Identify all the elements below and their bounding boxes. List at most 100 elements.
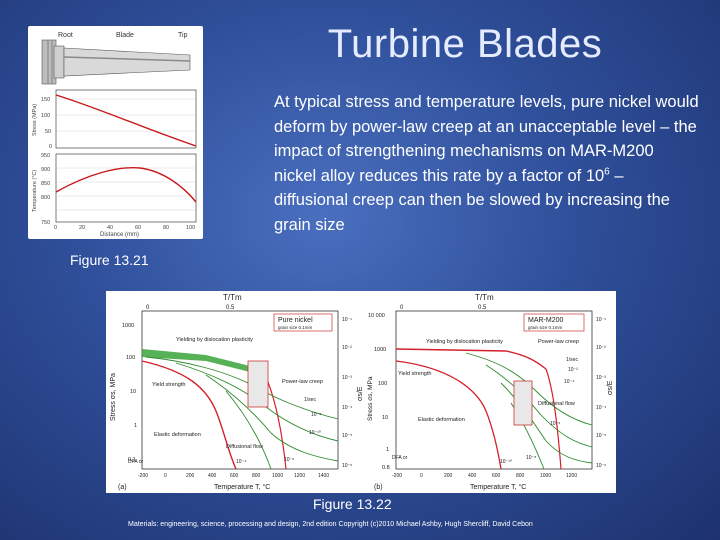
- left-creep-line-3: [205, 374, 339, 462]
- slide-title: Turbine Blades: [327, 22, 603, 66]
- stress-tick-150: 150: [41, 97, 50, 103]
- left-yield-band: [142, 349, 266, 377]
- left-rtick-4: 10⁻⁴: [342, 405, 352, 411]
- left-dfa: DFA or: [128, 459, 144, 465]
- left-ytick-0.1: 0.1: [128, 457, 136, 463]
- left-xtick-6: 800: [252, 473, 261, 479]
- temperature-curve: [55, 167, 197, 203]
- right-ytick-10000: 10 000: [368, 313, 385, 319]
- right-xtick-4: 400: [468, 473, 477, 479]
- left-xtick-7: 1000: [272, 473, 283, 479]
- right-region-yield: Yielding by dislocation plasticity: [426, 339, 503, 345]
- left-rtick-2: 10⁻²: [342, 345, 352, 351]
- right-operating-box: [513, 380, 533, 426]
- left-rtick-5: 10⁻⁵: [342, 433, 352, 439]
- left-ytick-1: 1: [134, 423, 137, 429]
- left-panel-label: (a): [118, 484, 127, 491]
- blade-drawing: [41, 39, 191, 85]
- right-top-tick-0: 0: [400, 305, 404, 311]
- left-legend-title: Pure nickel: [278, 317, 313, 324]
- right-ytick-10: 10: [382, 415, 388, 421]
- left-ytick-1000: 1000: [122, 323, 134, 329]
- stress-tick-100: 100: [41, 113, 50, 119]
- right-boundary-diffusional: [545, 368, 562, 470]
- right-rate-1: 1/sec: [566, 357, 578, 363]
- left-region-diffusional: Diffusional flow: [226, 444, 263, 450]
- left-rate-3: 10⁻¹⁰: [309, 430, 321, 436]
- right-boundary-elastic: [395, 360, 502, 470]
- left-xtick-1: -200: [138, 473, 148, 479]
- right-rate-4: 10⁻⁶: [550, 421, 560, 427]
- right-top-tick-05: 0.5: [478, 305, 487, 311]
- right-rate-3: 10⁻⁴: [564, 379, 574, 385]
- body-text-before: At typical stress and temperature levels…: [274, 93, 699, 185]
- right-creep-line-2: [485, 364, 593, 448]
- left-ylabel: Stress σs, MPa: [110, 373, 117, 421]
- left-boundary-elastic: [141, 360, 237, 470]
- left-xlabel: Temperature T, °C: [214, 483, 270, 491]
- left-rtick-6: 10⁻⁶: [342, 463, 352, 469]
- right-xtick-6: 800: [516, 473, 525, 479]
- right-rtick-6: 10⁻⁶: [596, 463, 606, 469]
- left-rate-2: 10⁻⁸: [311, 412, 321, 418]
- left-xtick-2: 0: [164, 473, 167, 479]
- right-region-yield-strength: Yield strength: [398, 371, 431, 377]
- left-top-tick-05: 0.5: [226, 305, 235, 311]
- left-legend-sub: grain size 0.1mm: [278, 325, 313, 330]
- left-operating-box: [247, 360, 269, 408]
- right-legend-title: MAR-M200: [528, 317, 564, 324]
- distance-xlabel: Distance (mm): [100, 232, 139, 238]
- left-rtick-1: 10⁻¹: [342, 317, 352, 323]
- right-region-power-law: Power-law creep: [538, 339, 579, 345]
- dist-tick-0: 0: [54, 225, 57, 231]
- left-xtick-9: 1400: [318, 473, 329, 479]
- temp-tick-750: 750: [41, 220, 50, 226]
- right-legend-sub: grain size 0.1mm: [528, 325, 563, 330]
- right-right-label: σs/E: [607, 380, 614, 395]
- stress-tick-0: 0: [49, 144, 52, 150]
- deformation-map-mar-m200: T/Tm 0 0.5 MAR-M200 grain size 0.1mm Yie…: [367, 293, 614, 491]
- temp-tick-900: 900: [41, 167, 50, 173]
- left-xtick-3: 200: [186, 473, 195, 479]
- stress-plot: 150 100 50 0 Stress (MPa): [32, 89, 197, 150]
- label-blade: Blade: [116, 32, 134, 39]
- right-dfa: DFA or: [392, 455, 408, 461]
- left-top-tick-0: 0: [146, 305, 150, 311]
- right-rate-2: 10⁻²: [568, 367, 578, 373]
- left-top-axis-label: T/Tm: [223, 293, 242, 302]
- right-region-elastic: Elastic deformation: [418, 417, 465, 423]
- right-ylabel: Stress σs, MPa: [367, 376, 374, 421]
- figure-13-22-caption: Figure 13.22: [313, 496, 392, 512]
- right-creep-line-1: [465, 352, 593, 426]
- right-rtick-2: 10⁻²: [596, 345, 606, 351]
- body-text-after: – diffusional creep can then be slowed b…: [274, 166, 670, 234]
- right-xtick-1: -200: [392, 473, 402, 479]
- dist-tick-60: 60: [135, 225, 141, 231]
- left-xtick-4: 400: [208, 473, 217, 479]
- body-superscript: 6: [604, 166, 610, 177]
- right-top-axis-label: T/Tm: [475, 293, 494, 302]
- right-rtick-1: 10⁻¹: [596, 317, 606, 323]
- temp-tick-950: 950: [41, 153, 50, 159]
- temp-tick-850: 850: [41, 181, 50, 187]
- right-xlabel: Temperature T, °C: [470, 483, 526, 491]
- slide-footer: Materials: engineering, science, process…: [128, 521, 533, 528]
- body-paragraph: At typical stress and temperature levels…: [274, 90, 699, 237]
- left-right-label: σs/E: [357, 386, 364, 401]
- stress-curve: [55, 94, 197, 147]
- left-xtick-8: 1200: [294, 473, 305, 479]
- dist-tick-40: 40: [107, 225, 113, 231]
- left-xtick-5: 600: [230, 473, 239, 479]
- left-creep-line-4: [225, 390, 272, 470]
- left-rate-5: 10⁻⁶: [284, 457, 294, 463]
- left-rtick-3: 10⁻³: [342, 375, 352, 381]
- right-xtick-7: 1000: [540, 473, 551, 479]
- left-ytick-100: 100: [126, 355, 135, 361]
- blade-profile-figure: Root Blade Tip 150 100 50 0 Stress (MPa)…: [32, 32, 197, 238]
- left-region-yield: Yielding by dislocation plasticity: [176, 337, 253, 343]
- right-rate-6: 10⁻¹⁰: [500, 459, 512, 465]
- temp-tick-800: 800: [41, 195, 50, 201]
- right-rate-5: 10⁻⁸: [526, 455, 536, 461]
- right-ytick-0.8: 0.8: [382, 465, 390, 471]
- right-rtick-3: 10⁻³: [596, 375, 606, 381]
